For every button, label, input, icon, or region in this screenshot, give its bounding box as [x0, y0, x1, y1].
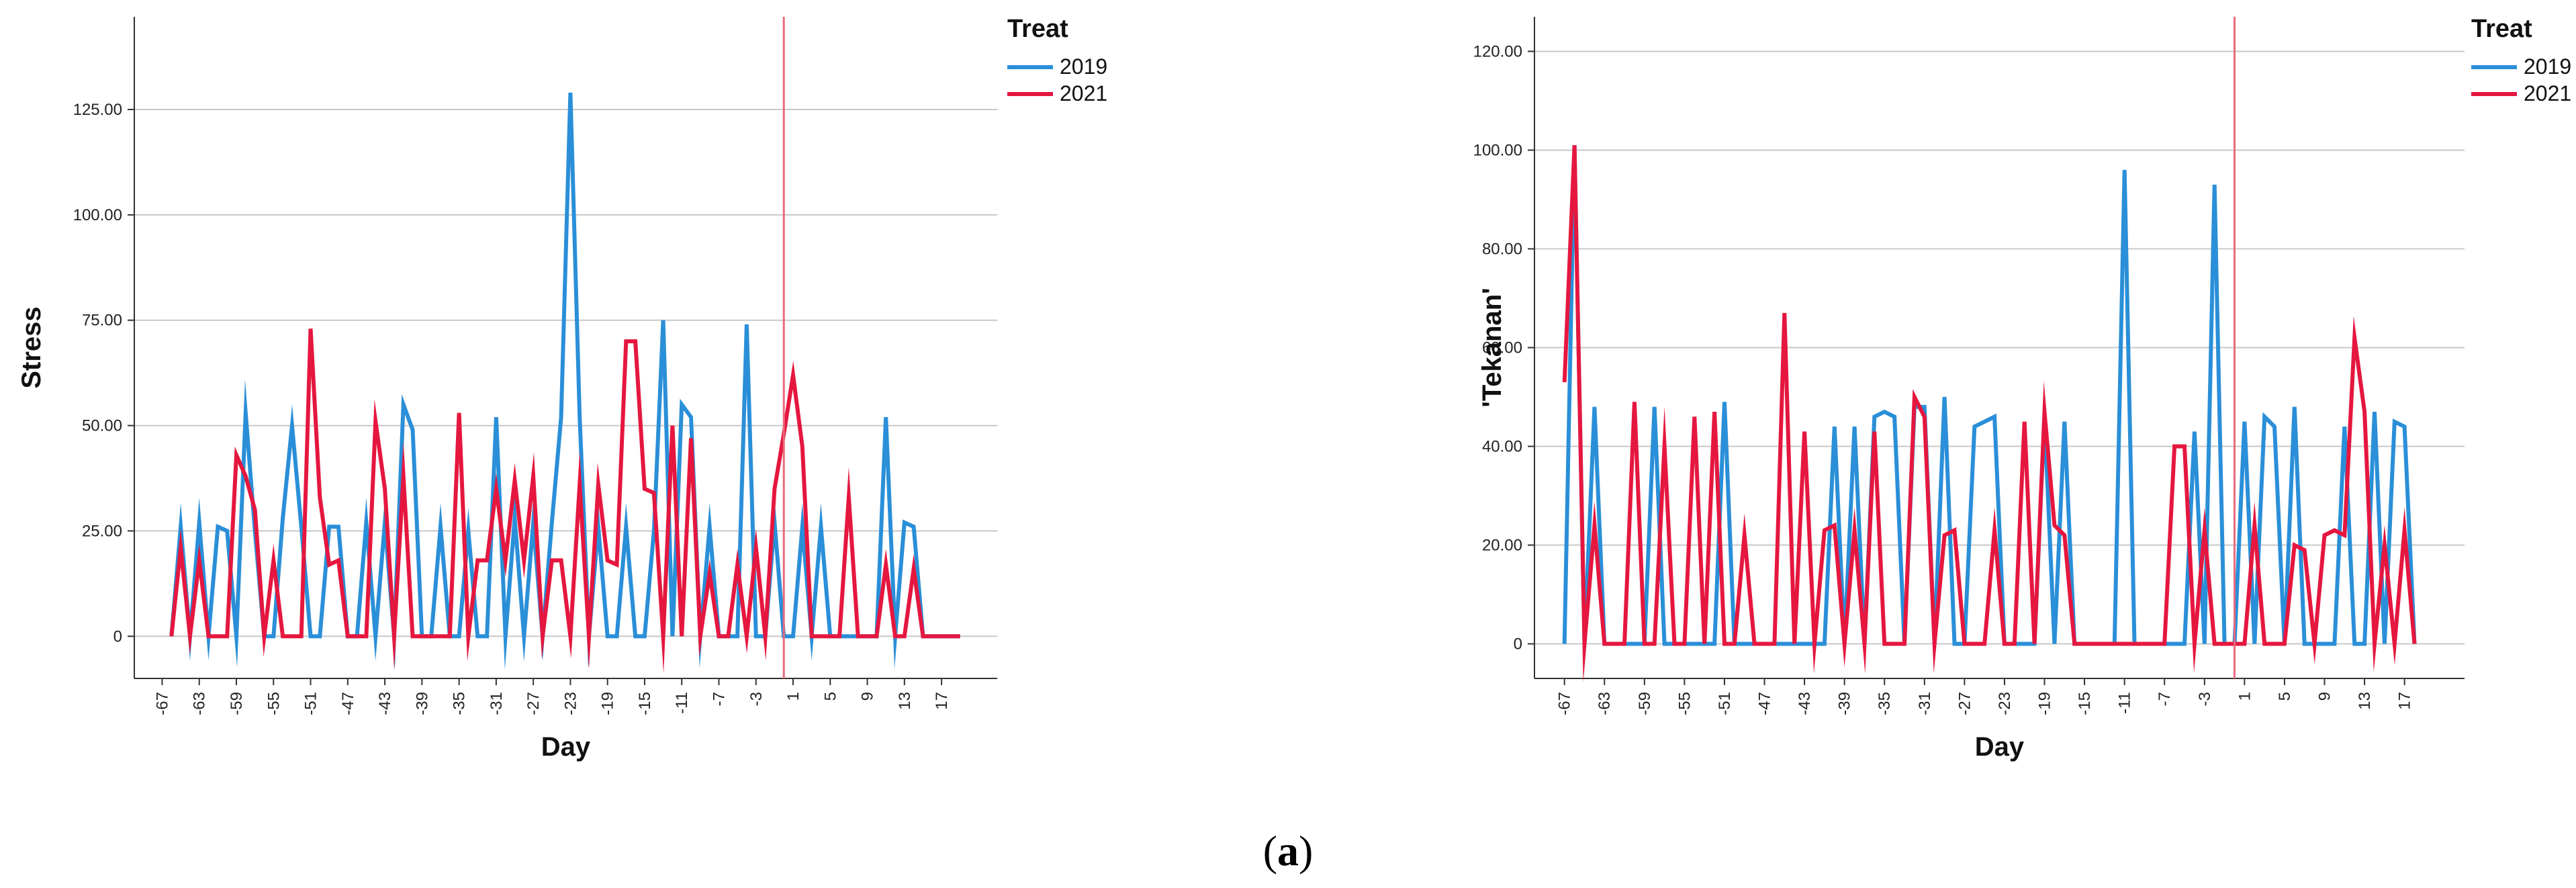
tekanan-x-tick-label: -35 — [1876, 692, 1894, 715]
tekanan-x-tick-label: -31 — [1916, 692, 1934, 715]
tekanan-x-tick-label: -47 — [1756, 692, 1774, 715]
stress-x-tick-label: -59 — [228, 692, 246, 715]
tekanan-y-tick-label: 0 — [1514, 635, 1522, 654]
stress-series-line-2021 — [169, 328, 960, 674]
stress-x-ticks: -67 -63 -59 -55 -51 -47 -43 -39 -35 -31 -27 -23 -19-… — [153, 678, 951, 715]
tekanan-x-tick-label: -15 — [2076, 692, 2094, 715]
stress-x-tick-label: 13 — [896, 692, 914, 710]
tekanan-x-tick-label: -59 — [1636, 692, 1654, 715]
stress-x-tick-label: -3 — [747, 692, 766, 706]
tekanan-x-tick-label: -55 — [1675, 692, 1694, 715]
stress-x-tick-label: 9 — [859, 692, 877, 701]
tekanan-x-tick-label: -43 — [1796, 692, 1814, 715]
stress-x-tick-label: -39 — [413, 692, 431, 715]
stress-x-tick-label: -47 — [339, 692, 357, 715]
stress-x-tick-label: -19 — [599, 692, 617, 715]
tekanan-x-tick-label: 17 — [2396, 692, 2414, 710]
tekanan-y-axis-title: 'Tekanan' — [1477, 287, 1507, 407]
tekanan-x-tick-label: -67 — [1556, 692, 1574, 715]
stress-x-tick-label: 1 — [784, 692, 802, 701]
stress-chart: 0 25.00 50.00 75.00 100.00 125.00 -67 -63 -59 -5… — [17, 15, 1107, 762]
caption-letter: a — [1277, 827, 1299, 875]
stress-x-tick-label: -7 — [710, 692, 728, 706]
stress-y-tick-label: 0 — [113, 627, 122, 646]
tekanan-series-lines — [1562, 144, 2417, 683]
tekanan-x-tick-label: -7 — [2156, 692, 2174, 706]
stress-series-line-2019 — [169, 92, 960, 670]
tekanan-y-tick-label: 20.00 — [1482, 537, 1522, 555]
stress-x-tick-label: -27 — [524, 692, 543, 715]
tekanan-x-tick-label: -3 — [2196, 692, 2214, 706]
tekanan-x-tick-label: 9 — [2316, 692, 2334, 701]
stress-x-axis-title: Day — [541, 732, 591, 762]
stress-plot-frame — [134, 17, 997, 679]
stress-y-axis-title: Stress — [17, 306, 46, 388]
tekanan-y-tick-label: 80.00 — [1482, 240, 1522, 258]
tekanan-x-axis-title: Day — [1975, 732, 2025, 762]
stress-x-tick-label: -63 — [191, 692, 209, 715]
stress-x-tick-label: -43 — [376, 692, 394, 715]
stress-x-tick-label: -51 — [302, 692, 320, 715]
stress-y-tick-label: 75.00 — [82, 312, 122, 330]
caption-close-paren: ) — [1299, 827, 1313, 875]
stress-x-tick-label: -35 — [451, 692, 469, 715]
stress-y-ticks: 0 25.00 50.00 75.00 100.00 125.00 — [73, 101, 134, 646]
tekanan-chart: 0 20.00 40.00 60.00 80.00 100.00 120.00 -67 -63… — [1473, 15, 2572, 762]
tekanan-x-tick-label: -51 — [1716, 692, 1734, 715]
stress-x-tick-label: 17 — [933, 692, 951, 710]
tekanan-y-tick-label: 120.00 — [1473, 42, 1522, 60]
tekanan-x-tick-label: 1 — [2236, 692, 2254, 701]
stress-legend: Treat 2019 2021 — [1007, 15, 1107, 105]
tekanan-y-ticks: 0 20.00 40.00 60.00 80.00 100.00 120.00 — [1473, 42, 1534, 654]
stress-y-tick-label: 50.00 — [82, 417, 122, 435]
tekanan-x-tick-label: 13 — [2356, 692, 2374, 710]
stress-x-tick-label: 5 — [821, 692, 839, 701]
tekanan-y-tick-label: 40.00 — [1482, 438, 1522, 456]
tekanan-x-tick-label: -63 — [1596, 692, 1614, 715]
stress-series-lines — [169, 92, 960, 674]
tekanan-legend-label-2019: 2019 — [2524, 54, 2571, 79]
stress-legend-title: Treat — [1007, 15, 1068, 43]
stress-x-tick-label: -67 — [153, 692, 171, 715]
stress-legend-label-2021: 2021 — [1060, 81, 1107, 105]
stress-x-tick-label: -11 — [673, 692, 691, 714]
tekanan-x-tick-label: -11 — [2116, 692, 2134, 714]
stress-x-tick-label: -23 — [561, 692, 580, 715]
tekanan-x-tick-label: -19 — [2036, 692, 2054, 715]
tekanan-legend-label-2021: 2021 — [2524, 81, 2571, 105]
caption-open-paren: ( — [1263, 827, 1277, 875]
tekanan-series-line-2021 — [1562, 144, 2417, 683]
stress-x-tick-label: -31 — [488, 692, 506, 715]
stress-y-tick-label: 25.00 — [82, 522, 122, 540]
stress-legend-label-2019: 2019 — [1060, 54, 1107, 79]
tekanan-x-ticks: -67 -63 -59 -55 -51 -47 -43 -39 -35 -31 -27 -23 -19-… — [1556, 678, 2414, 715]
stress-x-tick-label: -55 — [265, 692, 283, 715]
tekanan-x-tick-label: -39 — [1836, 692, 1854, 715]
tekanan-legend-title: Treat — [2471, 15, 2532, 43]
tekanan-y-tick-label: 100.00 — [1473, 141, 1522, 159]
tekanan-y-tick-label: 60.00 — [1482, 339, 1522, 357]
stress-y-tick-label: 125.00 — [73, 101, 122, 119]
stress-x-tick-label: -15 — [636, 692, 654, 715]
stress-y-tick-label: 100.00 — [73, 206, 122, 224]
tekanan-x-tick-label: 5 — [2276, 692, 2294, 701]
tekanan-x-tick-label: -27 — [1956, 692, 1974, 715]
figure-caption: (a) — [1263, 827, 1314, 875]
tekanan-legend: Treat 2019 2021 — [2471, 15, 2571, 105]
tekanan-x-tick-label: -23 — [1996, 692, 2014, 715]
